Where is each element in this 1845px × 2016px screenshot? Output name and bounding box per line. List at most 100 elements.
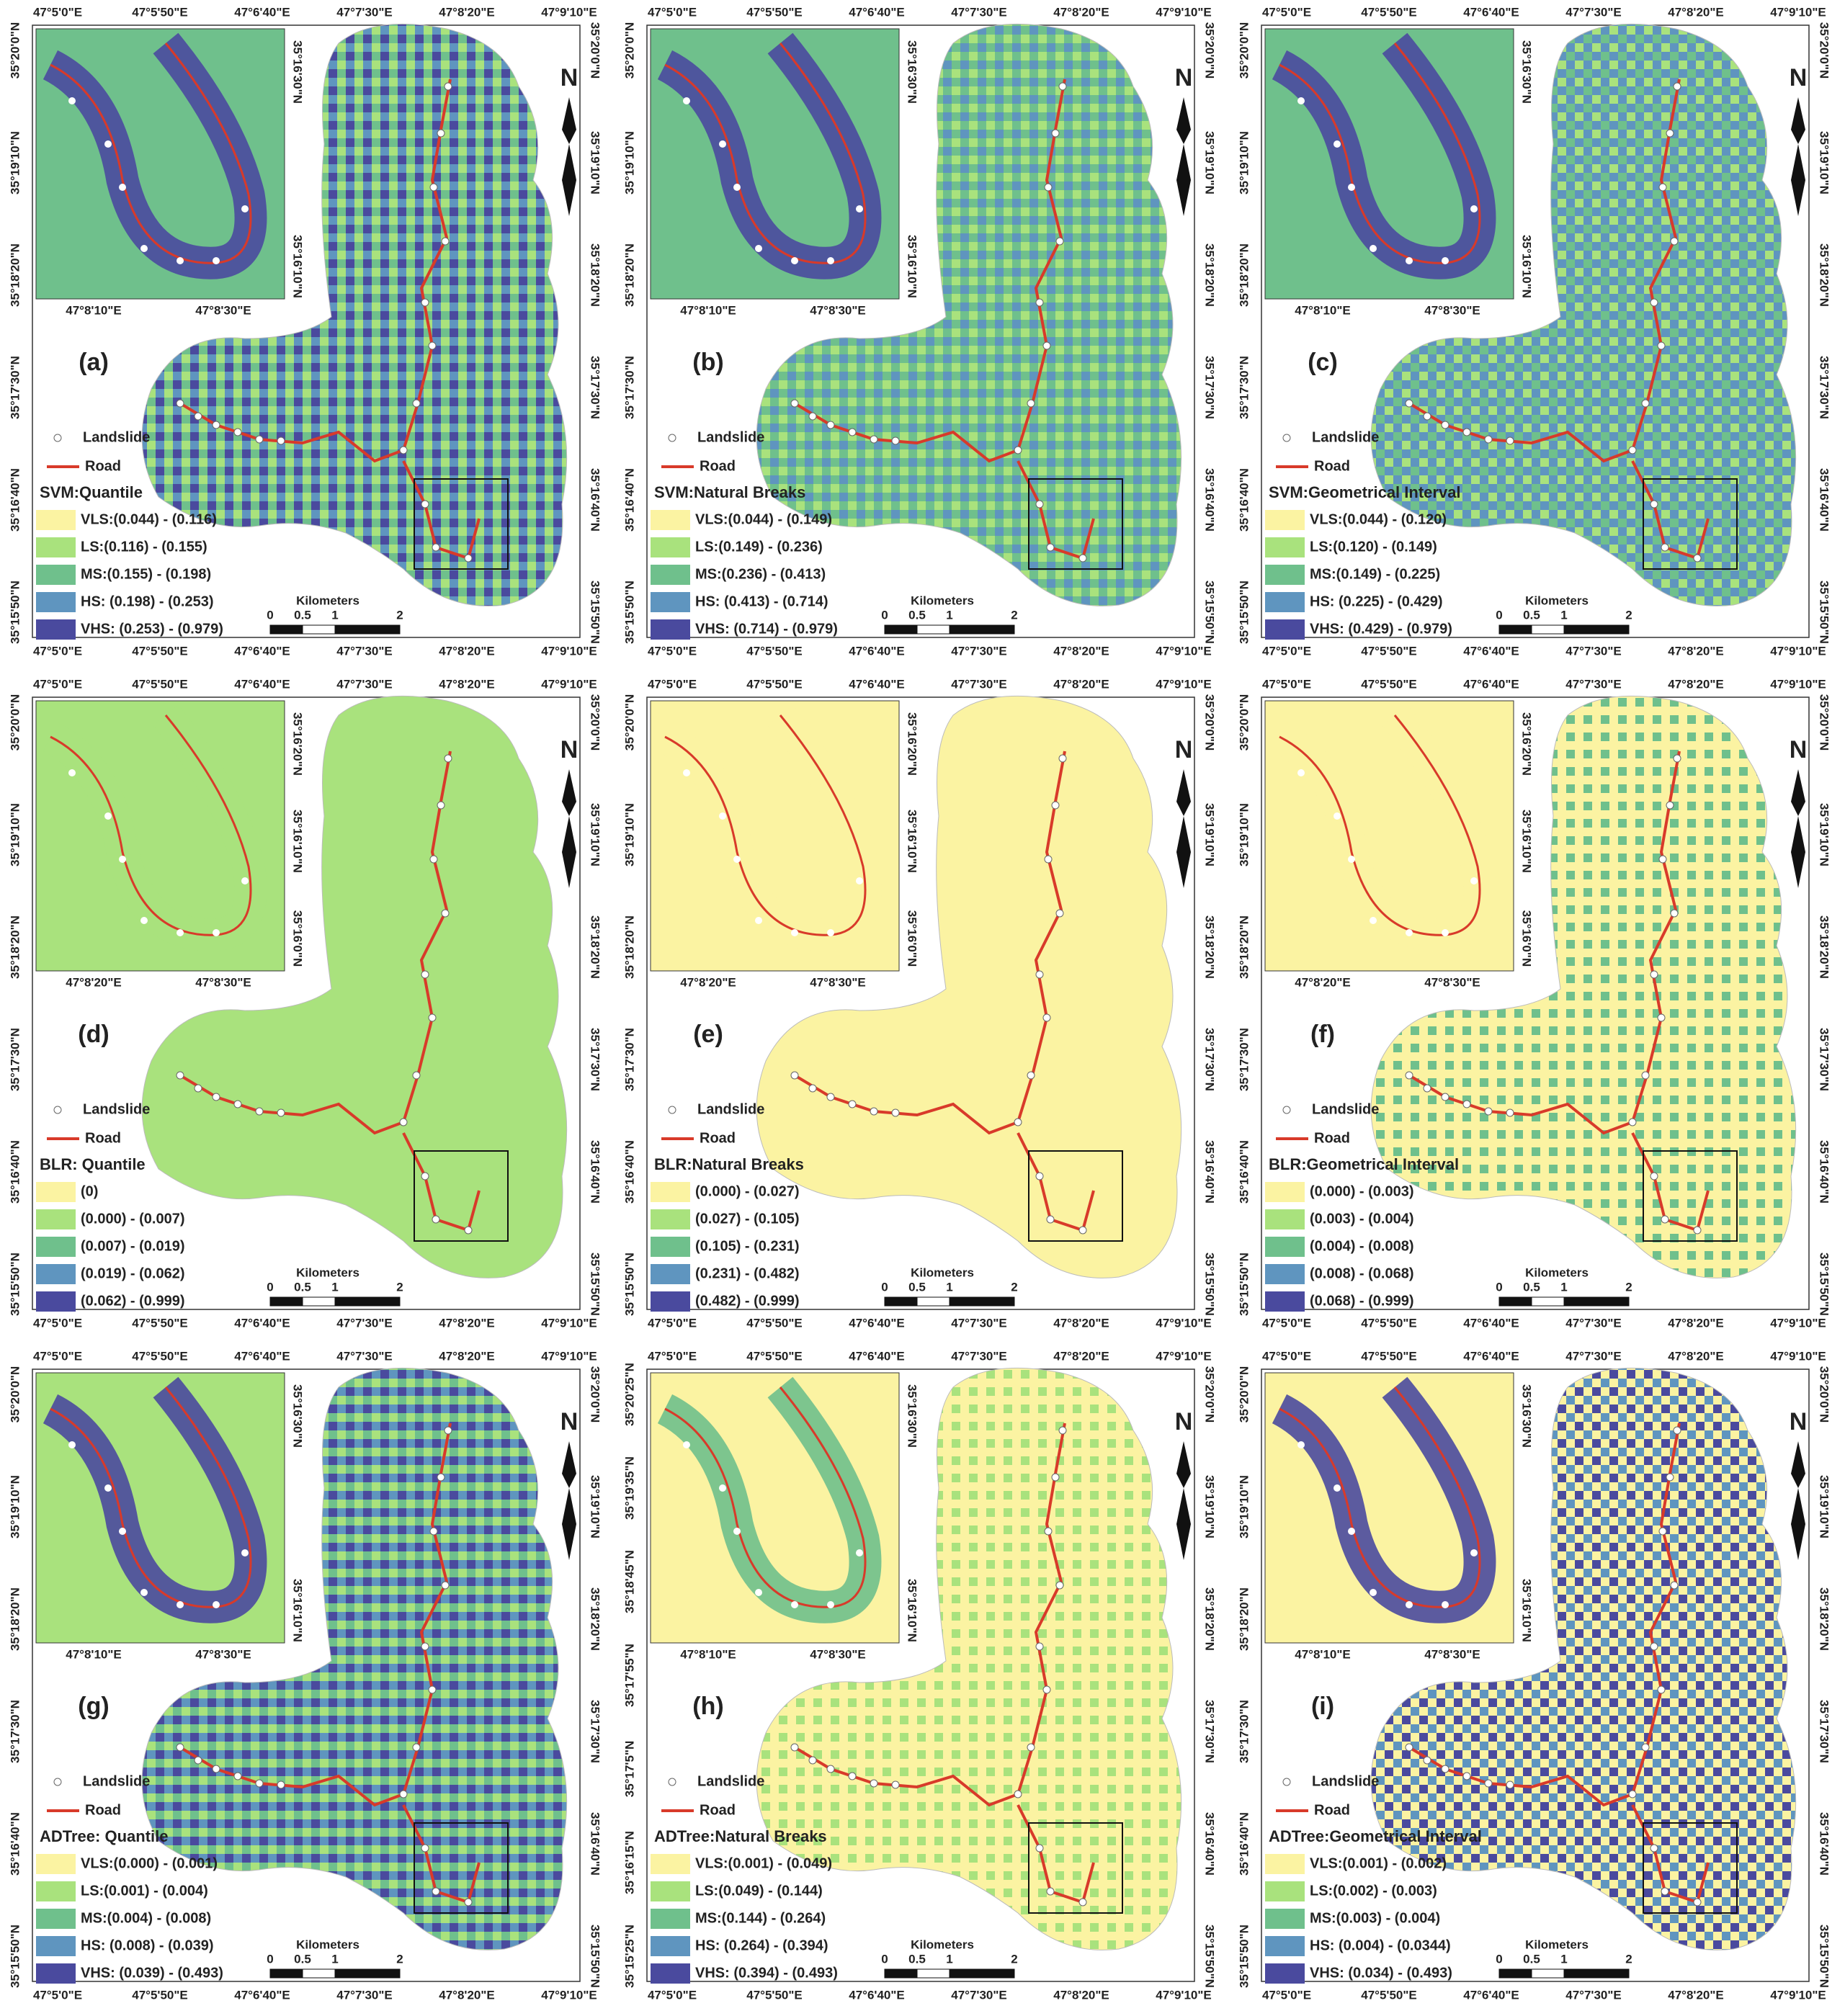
landslide-point	[441, 1581, 450, 1590]
y-coord-label: 35°20'0"N	[1237, 22, 1251, 79]
scale-tick: 0	[1496, 1280, 1502, 1294]
landslide-point	[1423, 412, 1431, 421]
legend-swatch	[651, 1854, 690, 1874]
landslide-point	[1670, 1581, 1679, 1590]
y-coord-label: 35°17'30"N	[8, 356, 22, 419]
y-coord-label: 35°19'10"N	[1818, 803, 1831, 866]
y-coord-label: 35°16'40"N	[1818, 1812, 1831, 1876]
x-coord-label: 47°9'10"E	[1770, 1988, 1826, 2002]
landslide-point	[176, 1071, 184, 1080]
legend-swatch	[36, 510, 76, 530]
landslide-point	[1673, 82, 1681, 91]
zoom-box	[414, 478, 509, 570]
y-coord-label: 35°15'50"N	[589, 581, 602, 644]
landslide-point	[1027, 1071, 1035, 1080]
inset-x-label: 47°8'10"E	[66, 1647, 122, 1661]
landslide-point	[891, 1108, 900, 1117]
north-arrow	[1176, 1441, 1191, 1560]
y-coord-label: 35°20'25"N	[622, 1363, 636, 1426]
y-coord-label: 35°17'30"N	[589, 1028, 602, 1091]
x-coord-label: 47°5'0"E	[1262, 677, 1311, 691]
landslide-point	[1042, 1685, 1051, 1694]
landslide-point	[1042, 341, 1051, 350]
scale-tick: 1	[946, 608, 952, 622]
landslide-point	[428, 341, 437, 350]
legend-swatch	[651, 1182, 690, 1202]
x-coord-label: 47°9'10"E	[541, 644, 597, 658]
legend-class: VLS:(0.000) - (0.001)	[81, 1855, 218, 1871]
legend-landslide-symbol	[668, 1778, 676, 1786]
x-coord-label: 47°5'50"E	[746, 5, 803, 19]
inset-y-label: 35°16'30"N	[906, 40, 919, 104]
scale-bar	[1563, 1296, 1630, 1307]
legend-class: (0.000) - (0.007)	[81, 1211, 185, 1227]
zoom-box	[1028, 478, 1123, 570]
panel-label: (f)	[1310, 1021, 1335, 1048]
x-coord-label: 47°5'50"E	[746, 1316, 803, 1330]
inset-x-label: 47°8'20"E	[1295, 975, 1351, 989]
north-label: N	[560, 64, 578, 91]
legend-swatch	[651, 1963, 690, 1984]
scale-tick: 0	[881, 608, 888, 622]
y-coord-label: 35°20'0"N	[589, 1366, 602, 1423]
legend-swatch	[651, 510, 690, 530]
y-coord-label: 35°18'20"N	[589, 1587, 602, 1651]
legend-swatch	[1265, 1909, 1305, 1929]
y-coord-label: 35°16'40"N	[622, 1140, 636, 1204]
landslide-point	[790, 399, 799, 408]
legend-landslide-symbol	[668, 1106, 676, 1114]
inset-landslide	[213, 929, 220, 936]
legend-class: (0.027) - (0.105)	[695, 1211, 800, 1227]
legend-landslide-symbol	[1282, 1106, 1291, 1114]
legend-swatch	[1265, 1264, 1305, 1284]
y-coord-label: 35°17'30"N	[622, 356, 636, 419]
scale-tick: 0.5	[294, 1952, 311, 1966]
inset-landslide	[791, 929, 798, 936]
legend-swatch	[36, 1209, 76, 1229]
landslide-point	[255, 1779, 264, 1788]
legend-class: HS: (0.008) - (0.039)	[81, 1937, 214, 1953]
scale-bar	[1498, 624, 1532, 635]
landslide-point	[1661, 1887, 1669, 1896]
legend-class: HS: (0.413) - (0.714)	[695, 593, 828, 609]
y-coord-label: 35°19'10"N	[1237, 131, 1251, 194]
y-coord-label: 35°15'50"N	[589, 1253, 602, 1316]
landslide-point	[1078, 554, 1087, 563]
scale-tick: 0.5	[908, 608, 926, 622]
legend-class: VLS:(0.001) - (0.049)	[695, 1855, 832, 1871]
inset-landslide	[68, 769, 76, 776]
legend-swatch	[1265, 619, 1305, 640]
scale-tick: 1	[1560, 1952, 1567, 1966]
landslide-point	[1484, 1779, 1493, 1788]
landslide-point	[464, 1898, 473, 1907]
legend-class: (0.004) - (0.008)	[1310, 1238, 1414, 1254]
y-coord-label: 35°19'10"N	[1203, 803, 1217, 866]
legend-swatch	[1265, 510, 1305, 530]
scale-bar	[334, 624, 401, 635]
x-coord-label: 47°5'50"E	[1361, 1988, 1417, 2002]
scale-title: Kilometers	[1525, 593, 1589, 607]
legend-class: (0.003) - (0.004)	[1310, 1211, 1414, 1227]
inset-landslide	[827, 257, 834, 264]
inset-y-label: 35°16'30"N	[291, 1384, 305, 1448]
legend-road: Road	[85, 1130, 121, 1146]
x-coord-label: 47°5'0"E	[33, 1988, 82, 2002]
x-coord-label: 47°6'40"E	[849, 1349, 905, 1363]
inset-landslide	[1470, 205, 1478, 212]
inset-x-label: 47°8'10"E	[66, 303, 122, 317]
legend-class: MS:(0.004) - (0.008)	[81, 1910, 211, 1926]
legend-class: LS:(0.120) - (0.149)	[1310, 539, 1437, 555]
legend-road: Road	[1314, 1130, 1350, 1146]
landslide-point	[1058, 82, 1067, 91]
x-coord-label: 47°5'0"E	[648, 644, 697, 658]
north-arrow	[1791, 97, 1805, 216]
legend-class: VHS: (0.253) - (0.979)	[81, 621, 223, 637]
legend-swatch	[651, 1936, 690, 1956]
y-coord-label: 35°16'40"N	[1818, 468, 1831, 532]
panel: 47°5'0"E 47°5'0"E 47°5'50"E 47°5'50"E 47°6'4…	[622, 677, 1216, 1330]
landslide-point	[1506, 1780, 1514, 1789]
legend-landslide-symbol	[53, 434, 62, 442]
x-coord-label: 47°5'0"E	[648, 5, 697, 19]
scale-bar	[1563, 1968, 1630, 1979]
inset-landslide	[1470, 877, 1478, 884]
